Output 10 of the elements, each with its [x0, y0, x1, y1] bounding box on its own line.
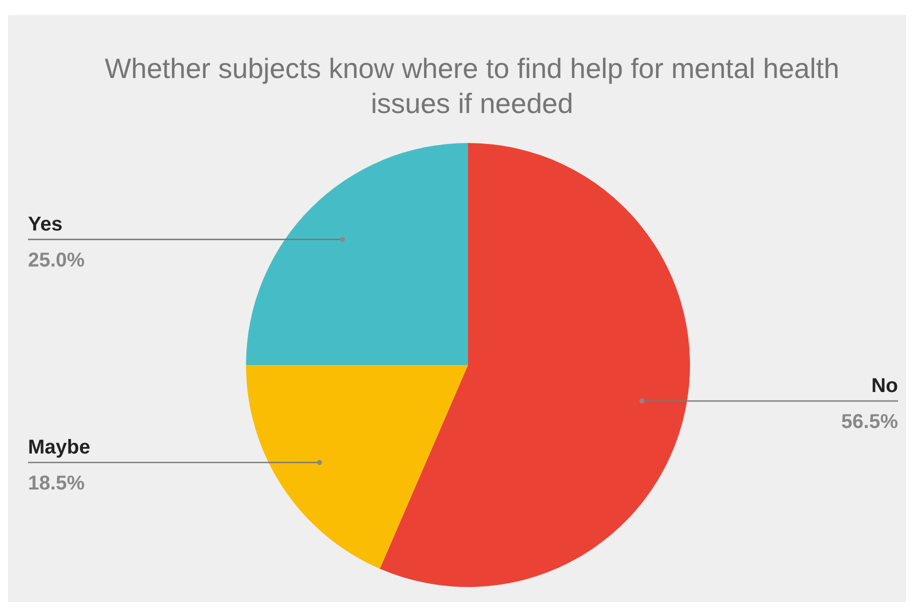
- pie-slice: [380, 143, 690, 587]
- data-label: 25.0%: [28, 249, 85, 272]
- slice-label: No: [871, 375, 898, 398]
- slice-label: Yes: [28, 213, 62, 236]
- pie-slice: [246, 365, 468, 569]
- chart-title: Whether subjects know where to find help for mental health issues if needed: [104, 53, 840, 119]
- slice-label: Maybe: [28, 436, 90, 459]
- data-label: 56.5%: [841, 411, 898, 434]
- data-label: 18.5%: [28, 472, 85, 495]
- pie-slice: [246, 143, 468, 365]
